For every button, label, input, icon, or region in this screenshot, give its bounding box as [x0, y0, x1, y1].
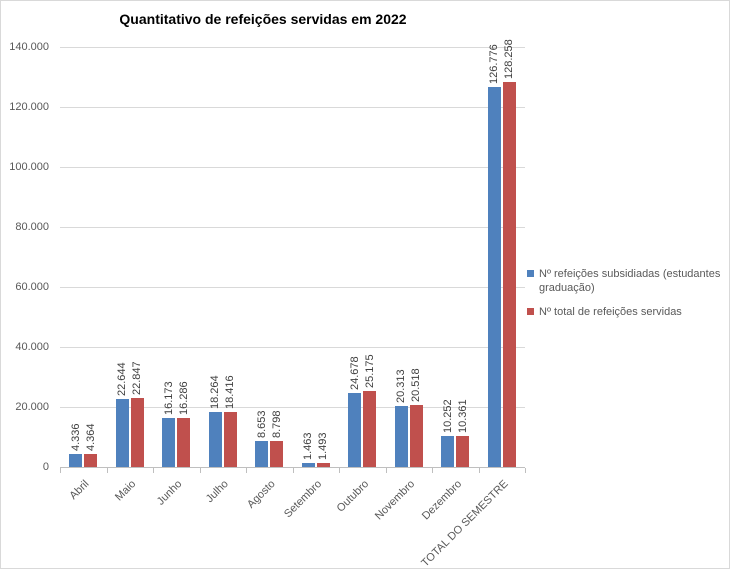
bar-total-5	[316, 462, 330, 467]
bar-subsidized-9	[487, 86, 501, 467]
bar-value-label: 16.173	[162, 381, 175, 416]
x-axis-category-label: Agosto	[245, 478, 278, 511]
x-axis-category-label: Abril	[67, 478, 92, 503]
bar-total-0	[84, 453, 98, 467]
gridline	[60, 406, 525, 408]
x-axis-tick-mark	[60, 468, 61, 473]
y-axis-tick-label: 60.000	[15, 281, 49, 293]
gridline	[60, 286, 525, 288]
bar-value-label: 128.258	[503, 39, 516, 80]
x-axis-tick-mark	[106, 468, 108, 473]
bar-total-1	[130, 398, 144, 467]
x-axis-category-label: Junho	[155, 478, 185, 508]
x-axis-tick-mark	[153, 468, 154, 473]
bar-value-label: 8.798	[270, 410, 283, 438]
legend-item: Nº refeições subsidiadas (estudantes gra…	[527, 267, 727, 295]
legend-swatch	[527, 270, 534, 277]
bar-value-label: 18.416	[224, 375, 237, 409]
bar-value-label: 16.286	[177, 381, 190, 416]
legend: Nº refeições subsidiadas (estudantes gra…	[527, 267, 727, 319]
legend-label: Nº refeições subsidiadas (estudantes gra…	[539, 268, 721, 294]
y-axis-tick-label: 100.000	[9, 161, 49, 173]
x-axis-tick-mark	[385, 468, 387, 473]
bar-subsidized-5	[301, 462, 315, 467]
y-axis-tick-label: 120.000	[9, 101, 49, 113]
x-axis-tick-mark	[339, 468, 340, 473]
bar-total-8	[456, 435, 470, 467]
bar-value-label: 25.175	[363, 354, 376, 389]
gridline	[60, 106, 525, 108]
x-axis-category-label: Outubro	[334, 478, 371, 515]
x-axis-category-label: Novembro	[372, 478, 418, 523]
y-axis-tick-label: 40.000	[15, 341, 49, 353]
chart-title: Quantitativo de refeições servidas em 20…	[119, 11, 407, 27]
bar-subsidized-8	[441, 436, 455, 467]
x-axis-tick-mark	[199, 468, 201, 473]
bar-subsidized-4	[255, 441, 269, 467]
x-axis-category-label: Julho	[204, 478, 232, 506]
bar-subsidized-6	[348, 392, 362, 467]
x-axis-tick-mark	[246, 468, 247, 473]
legend-label: Nº total de refeições servidas	[539, 306, 682, 318]
bar-subsidized-0	[69, 453, 83, 467]
bar-value-label: 1.463	[302, 432, 315, 460]
gridline	[60, 166, 525, 168]
bar-value-label: 22.847	[131, 361, 144, 396]
legend-item: Nº total de refeições servidas	[527, 305, 727, 319]
bar-value-label: 10.252	[441, 399, 454, 434]
bar-total-7	[409, 405, 423, 467]
x-axis-tick-mark	[292, 468, 294, 473]
y-axis-tick-label: 20.000	[15, 401, 49, 413]
bar-value-label: 18.264	[209, 375, 222, 410]
bar-value-label: 1.493	[317, 431, 330, 460]
bar-total-4	[270, 440, 284, 467]
bar-value-label: 8.653	[255, 410, 268, 439]
bar-total-6	[363, 391, 377, 467]
bar-subsidized-1	[115, 399, 129, 467]
x-axis-line	[60, 467, 525, 468]
x-axis-category-label: Dezembro	[419, 478, 464, 523]
bar-total-3	[223, 411, 237, 467]
bar-value-label: 126.776	[488, 43, 501, 84]
bar-value-label: 10.361	[456, 399, 469, 433]
bar-total-2	[177, 418, 191, 467]
x-axis-category-label: TOTAL DO SEMESTRE	[418, 478, 511, 569]
legend-swatch	[527, 308, 534, 315]
bar-value-label: 24.678	[348, 356, 361, 390]
bar-value-label: 22.644	[116, 362, 129, 397]
x-axis-category-label: Maio	[112, 478, 139, 504]
bar-total-9	[502, 82, 516, 467]
x-axis-category-label: Setembro	[282, 478, 325, 521]
y-axis-tick-label: 0	[42, 461, 49, 473]
gridline	[60, 346, 525, 348]
gridline	[60, 46, 525, 48]
bar-subsidized-3	[208, 412, 222, 467]
bar-value-label: 20.518	[410, 368, 423, 403]
bar-value-label: 4.364	[84, 423, 97, 451]
y-axis-tick-label: 140.000	[9, 41, 49, 53]
x-axis-tick-mark	[525, 468, 526, 473]
bar-subsidized-7	[394, 406, 408, 467]
bar-value-label: 4.336	[69, 423, 82, 451]
gridline	[60, 226, 525, 228]
bar-value-label: 20.313	[395, 369, 408, 404]
bar-subsidized-2	[162, 418, 176, 467]
y-axis-tick-label: 80.000	[15, 221, 49, 233]
x-axis-tick-mark	[478, 468, 480, 473]
x-axis-tick-mark	[432, 468, 433, 473]
